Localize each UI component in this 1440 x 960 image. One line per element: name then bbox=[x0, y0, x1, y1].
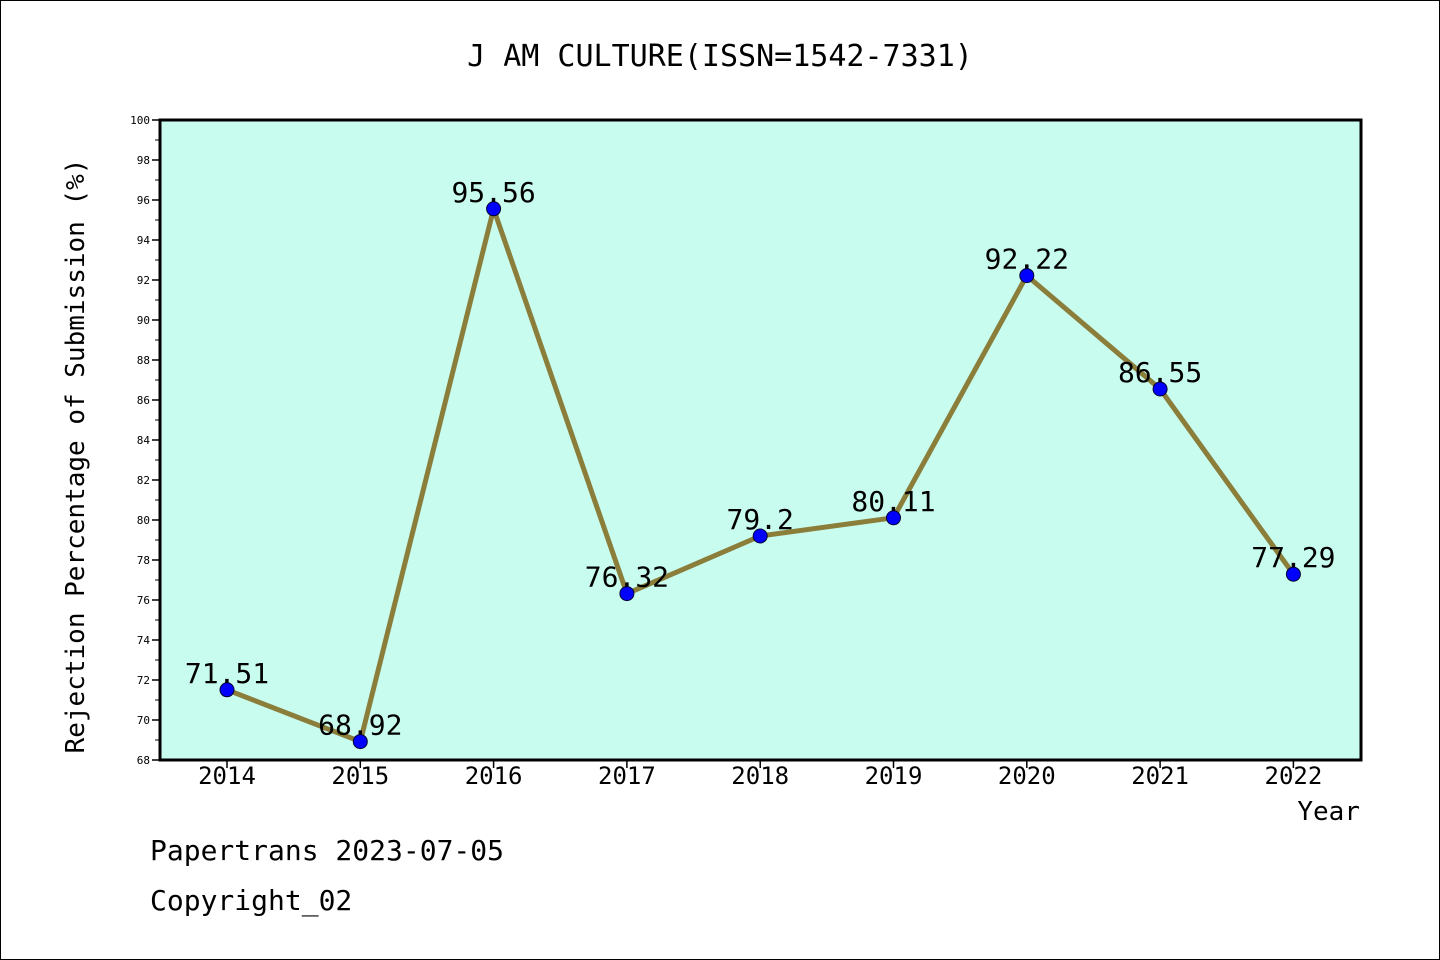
chart-title: J AM CULTURE(ISSN=1542-7331) bbox=[467, 39, 973, 74]
plot-area bbox=[158, 118, 1363, 762]
x-axis-label: Year bbox=[1297, 797, 1360, 827]
y-tick-label: 96 bbox=[137, 194, 150, 207]
y-tick-label: 88 bbox=[137, 354, 150, 367]
data-point-marker bbox=[752, 528, 768, 544]
data-label: 92.22 bbox=[985, 243, 1069, 276]
x-tick-label: 2014 bbox=[198, 762, 256, 790]
data-label: 86.55 bbox=[1118, 356, 1202, 389]
y-axis: 68 70 72 74 76 78 80 82 84 86 88 90 92 94 96 98 100 bbox=[130, 114, 160, 767]
y-tick-label: 78 bbox=[137, 554, 150, 567]
data-label: 80.11 bbox=[851, 485, 935, 518]
data-label: 77.29 bbox=[1251, 541, 1335, 574]
x-axis: 2014 2015 2016 2017 2018 2019 2020 2021 2022 bbox=[198, 760, 1322, 790]
data-labels: 71.51 68.92 95.56 76.32 79.2 80.11 92.22 86.55 7… bbox=[185, 176, 1336, 742]
data-label: 71.51 bbox=[185, 657, 269, 690]
y-tick-label: 74 bbox=[137, 634, 151, 647]
data-point-marker bbox=[486, 201, 502, 217]
y-tick-label: 100 bbox=[130, 114, 150, 127]
x-tick-label: 2017 bbox=[598, 762, 656, 790]
data-point-marker bbox=[619, 586, 635, 602]
y-tick-label: 76 bbox=[137, 594, 150, 607]
data-label: 79.2 bbox=[726, 503, 793, 536]
data-point-marker bbox=[1285, 566, 1301, 582]
y-tick-label: 72 bbox=[137, 674, 150, 687]
data-label: 76.32 bbox=[585, 561, 669, 594]
x-tick-label: 2018 bbox=[731, 762, 789, 790]
y-tick-label: 68 bbox=[137, 754, 150, 767]
y-tick-label: 86 bbox=[137, 394, 150, 407]
x-tick-label: 2016 bbox=[465, 762, 523, 790]
y-tick-label: 80 bbox=[137, 514, 150, 527]
y-tick-label: 82 bbox=[137, 474, 150, 487]
data-point-marker bbox=[1152, 381, 1168, 397]
y-tick-label: 90 bbox=[137, 314, 150, 327]
y-tick-label: 94 bbox=[137, 234, 151, 247]
y-tick-label: 70 bbox=[137, 714, 150, 727]
footer-date: Papertrans 2023-07-05 bbox=[150, 834, 505, 867]
data-label: 68.92 bbox=[318, 709, 402, 742]
data-point-marker bbox=[1019, 268, 1035, 284]
data-label: 95.56 bbox=[451, 176, 535, 209]
y-axis-label: Rejection Percentage of Submission (%) bbox=[61, 159, 91, 754]
data-point-marker bbox=[352, 734, 368, 750]
y-tick-label: 92 bbox=[137, 274, 150, 287]
data-point-marker bbox=[219, 682, 235, 698]
x-tick-label: 2019 bbox=[865, 762, 923, 790]
x-tick-label: 2022 bbox=[1265, 762, 1323, 790]
footer-copyright: Copyright_02 bbox=[150, 884, 353, 917]
x-tick-label: 2020 bbox=[998, 762, 1056, 790]
x-tick-label: 2015 bbox=[331, 762, 389, 790]
data-point-marker bbox=[886, 510, 901, 526]
x-tick-label: 2021 bbox=[1131, 762, 1189, 790]
series-line-group bbox=[219, 201, 1301, 750]
y-tick-label: 98 bbox=[137, 154, 150, 167]
y-tick-label: 84 bbox=[137, 434, 151, 447]
